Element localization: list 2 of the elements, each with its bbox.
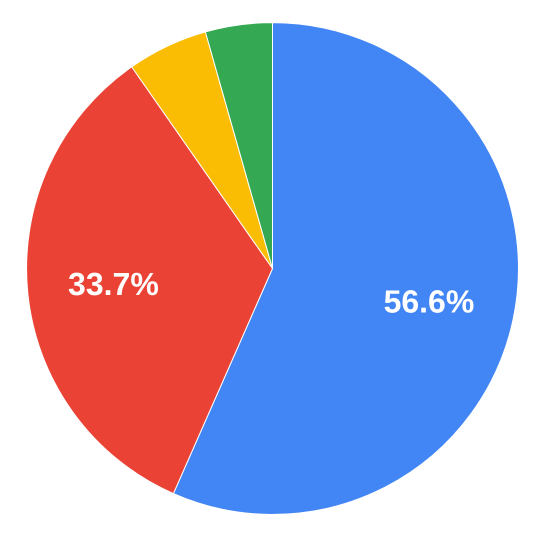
data-label: 33.7% [68, 266, 159, 302]
data-label: 56.6% [384, 283, 474, 320]
